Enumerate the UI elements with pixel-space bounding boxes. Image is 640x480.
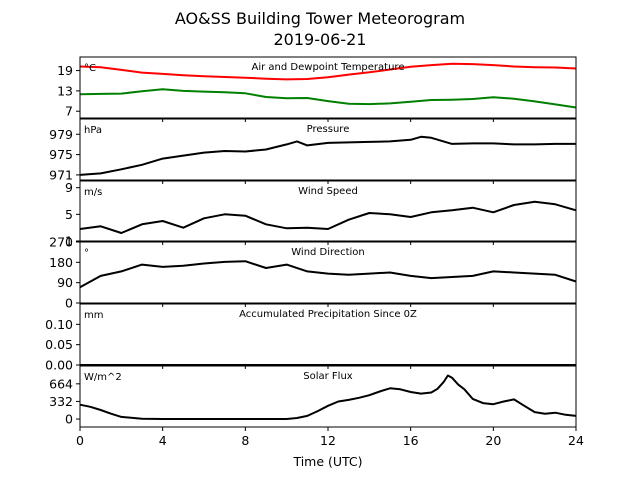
panel-unit: mm bbox=[84, 310, 103, 321]
x-tick-label: 8 bbox=[241, 433, 249, 448]
x-tick-label: 4 bbox=[159, 433, 167, 448]
panel-unit: °C bbox=[84, 63, 96, 74]
panel-title: Air and Dewpoint Temperature bbox=[252, 62, 405, 73]
y-tick-label: 0 bbox=[65, 296, 73, 311]
panel-title: Wind Direction bbox=[291, 247, 365, 258]
series-line-4-1 bbox=[79, 260, 577, 289]
x-tick-label: 12 bbox=[320, 433, 336, 448]
y-tick-label: 332 bbox=[49, 394, 73, 409]
y-tick-label: 0.10 bbox=[45, 317, 73, 332]
panel-title: Pressure bbox=[307, 124, 350, 135]
series-line-1-1 bbox=[79, 62, 577, 81]
panel-unit: hPa bbox=[84, 125, 102, 136]
y-tick-label: 9 bbox=[65, 180, 73, 195]
y-tick-label: 979 bbox=[49, 127, 73, 142]
panel-4: 270 180 90 0 ° Wind Direction bbox=[49, 235, 577, 311]
y-tick-label: 13 bbox=[57, 83, 73, 98]
panel-6: 664 332 0 W/m^2 Solar Flux bbox=[49, 365, 577, 431]
y-tick-label: 975 bbox=[49, 147, 73, 162]
y-tick-label: 7 bbox=[65, 104, 73, 119]
y-tick-label: 0.00 bbox=[45, 358, 73, 373]
x-tick-label: 20 bbox=[485, 433, 501, 448]
series-line-1-2 bbox=[79, 88, 577, 109]
panel-title: Accumulated Precipitation Since 0Z bbox=[239, 309, 417, 320]
panel-2: 979 975 971 hPa Pressure bbox=[49, 118, 577, 184]
panel-unit: W/m^2 bbox=[84, 372, 122, 383]
x-tick-label: 0 bbox=[76, 433, 84, 448]
figure-title-line2: 2019-06-21 bbox=[274, 30, 367, 49]
panel-title: Wind Speed bbox=[298, 186, 358, 197]
y-tick-label: 971 bbox=[49, 167, 73, 182]
panel-unit: ° bbox=[84, 248, 89, 259]
x-tick-label: 16 bbox=[403, 433, 419, 448]
figure-title-line1: AO&SS Building Tower Meteorogram bbox=[175, 9, 465, 28]
panel-5: 0.10 0.05 0.00 mm Accumulated Precipitation … bbox=[45, 303, 577, 373]
y-tick-label: 5 bbox=[65, 207, 73, 222]
panel-unit: m/s bbox=[84, 187, 102, 198]
panel-3: 9 5 1 m/s Wind Speed bbox=[65, 180, 577, 249]
y-tick-label: 270 bbox=[49, 235, 73, 250]
y-tick-label: 19 bbox=[57, 63, 73, 78]
x-tick-label: 24 bbox=[568, 433, 584, 448]
panel-1: 19 13 7 °C Air and Dewpoint Temperature bbox=[57, 56, 577, 122]
x-axis-label: Time (UTC) bbox=[292, 454, 362, 469]
series-line-6-1 bbox=[79, 374, 577, 420]
y-tick-label: 0.05 bbox=[45, 337, 73, 352]
y-tick-label: 0 bbox=[65, 412, 73, 427]
y-tick-label: 180 bbox=[49, 255, 73, 270]
x-axis: 0 4 8 12 16 20 24 bbox=[76, 433, 584, 448]
series-line-3-1 bbox=[79, 200, 577, 234]
panel-title: Solar Flux bbox=[303, 371, 353, 382]
series-line-2-1 bbox=[79, 135, 576, 176]
y-tick-label: 90 bbox=[57, 275, 73, 290]
y-tick-label: 664 bbox=[49, 376, 73, 391]
y-tick-label: 1 bbox=[65, 234, 73, 249]
